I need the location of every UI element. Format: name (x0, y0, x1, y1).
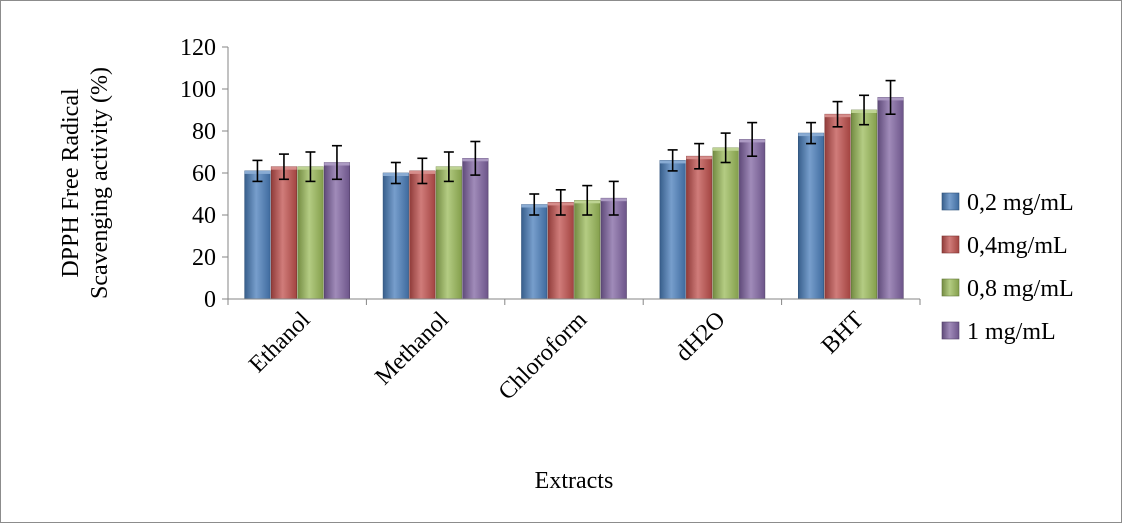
y-tick-label: 0 (204, 287, 216, 313)
bar (739, 139, 766, 300)
y-tick-label: 80 (192, 119, 216, 145)
bar (409, 170, 436, 300)
legend-swatch (941, 321, 960, 340)
bar (323, 162, 351, 300)
legend-swatch (941, 192, 960, 211)
bar (824, 113, 851, 300)
bar (382, 172, 409, 300)
bar (297, 166, 324, 300)
x-axis-tick-labels: Ethanol Methanol Chloroform dH2O BHT (244, 307, 869, 406)
legend-label: 1 mg/mL (967, 319, 1056, 345)
legend: 0,2 mg/mL 0,4mg/mL 0,8 mg/mL 1 mg/mL (941, 190, 1074, 345)
x-tick-label: Chloroform (494, 307, 593, 406)
bar (462, 158, 489, 300)
bar (797, 132, 825, 300)
bar (270, 166, 298, 300)
legend-swatch (941, 235, 960, 254)
y-axis-title-line: Scavenging activity (%) (87, 67, 113, 299)
y-tick-label: 40 (192, 203, 216, 229)
y-axis-title-line: DPPH Free Radical (58, 88, 84, 278)
x-tick-label: Ethanol (244, 307, 315, 378)
x-tick-label: dH2O (671, 307, 731, 367)
bar (659, 160, 686, 300)
bar (521, 204, 548, 300)
legend-label: 0,2 mg/mL (967, 190, 1074, 216)
y-tick-label: 60 (192, 161, 216, 187)
y-axis-title: DPPH Free Radical Scavenging activity (%) (58, 67, 113, 299)
bar (686, 155, 713, 300)
y-tick-label: 20 (192, 245, 216, 271)
bar (244, 170, 271, 300)
bar (850, 109, 878, 300)
y-tick-label: 100 (180, 77, 216, 103)
y-tick-label: 120 (180, 35, 216, 61)
bar (712, 147, 739, 300)
x-axis-title: Extracts (535, 468, 614, 494)
legend-label: 0,4mg/mL (967, 233, 1068, 259)
bar (877, 97, 904, 300)
x-tick-label: BHT (817, 307, 870, 360)
error-bars (252, 79, 896, 216)
axes (227, 47, 921, 305)
x-tick-label: Methanol (370, 307, 454, 391)
y-axis-ticks: 0 20 40 60 80 100 120 (180, 35, 228, 313)
bar (435, 166, 462, 300)
bars (244, 97, 904, 300)
bar (547, 202, 574, 300)
legend-label: 0,8 mg/mL (967, 276, 1074, 302)
bar (574, 200, 601, 300)
legend-swatch (941, 278, 960, 297)
